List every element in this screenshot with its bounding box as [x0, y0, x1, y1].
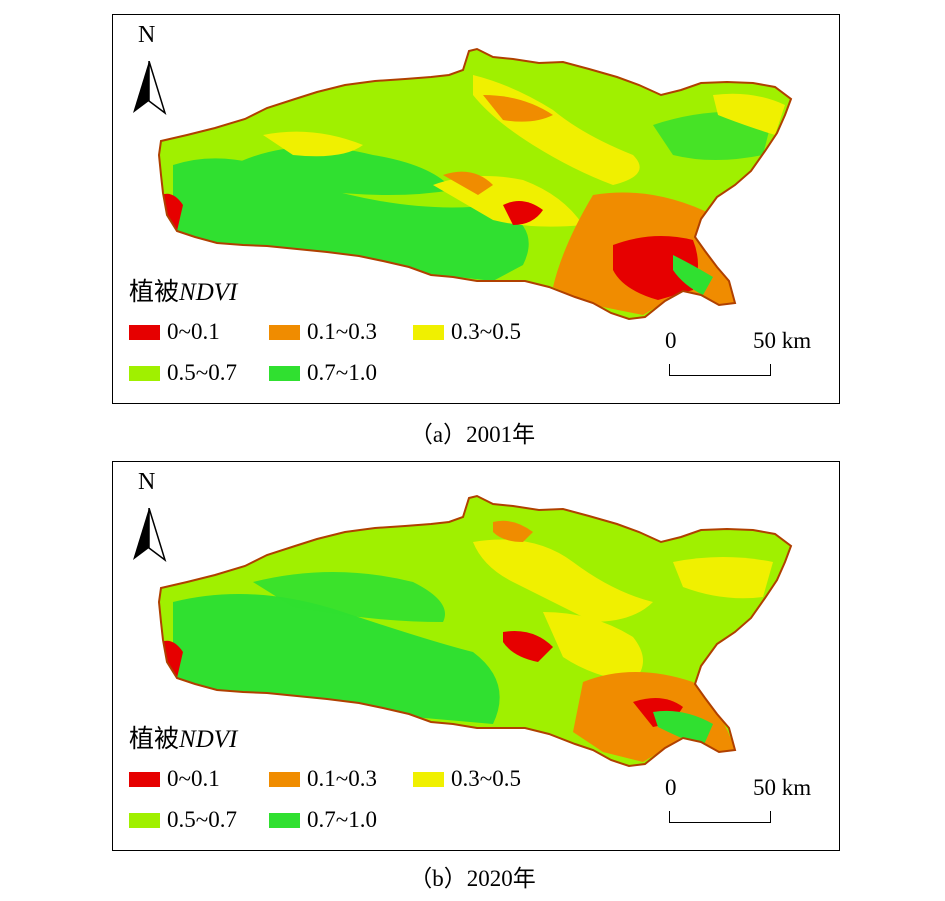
ndvi-map-panel-2020: N 植被NDVI 0~0.1 0.1~0.3 0.3~0.5 0.5~0.7 0…: [112, 461, 840, 851]
legend-item-class-5: 0.7~1.0: [269, 361, 377, 385]
legend-swatch: [413, 771, 444, 787]
legend-item-class-3: 0.3~0.5: [413, 767, 521, 791]
caption-2020: （b）2020年: [409, 866, 536, 891]
legend-swatch: [129, 365, 160, 381]
legend-title: 植被NDVI: [129, 279, 238, 306]
legend-item-class-1: 0~0.1: [129, 767, 220, 791]
ndvi-map-2020: [157, 494, 793, 768]
legend-swatch: [269, 365, 300, 381]
legend-swatch: [129, 812, 160, 828]
legend-item-class-2: 0.1~0.3: [269, 320, 377, 344]
region-outline: [157, 47, 793, 321]
legend-item-class-2: 0.1~0.3: [269, 767, 377, 791]
north-label: N: [138, 22, 156, 48]
ndvi-map-panel-2001: N 植被NDVI 0~0.1 0.1~0.3 0.3~0.5 0.5~0.7 0…: [112, 14, 840, 404]
legend-title: 植被NDVI: [129, 726, 238, 753]
legend-item-class-1: 0~0.1: [129, 320, 220, 344]
legend-swatch: [269, 324, 300, 340]
scale-bar: [669, 811, 771, 823]
region-outline: [157, 494, 793, 768]
scale-max-label: 50 km: [753, 328, 812, 353]
legend-item-class-3: 0.3~0.5: [413, 320, 521, 344]
scale-zero-label: 0: [665, 775, 677, 800]
scale-zero-label: 0: [665, 328, 677, 353]
north-arrow-icon: [133, 61, 167, 115]
north-label: N: [138, 469, 156, 495]
legend-item-class-5: 0.7~1.0: [269, 808, 377, 832]
ndvi-map-2001: [157, 47, 793, 321]
north-arrow-icon: [133, 508, 167, 562]
legend-swatch: [129, 324, 160, 340]
caption-2001: （a）2001年: [409, 422, 536, 447]
legend-swatch: [269, 812, 300, 828]
legend-swatch: [413, 324, 444, 340]
scale-bar: [669, 364, 771, 376]
legend-item-class-4: 0.5~0.7: [129, 808, 237, 832]
scale-max-label: 50 km: [753, 775, 812, 800]
legend-swatch: [129, 771, 160, 787]
legend-item-class-4: 0.5~0.7: [129, 361, 237, 385]
legend-swatch: [269, 771, 300, 787]
